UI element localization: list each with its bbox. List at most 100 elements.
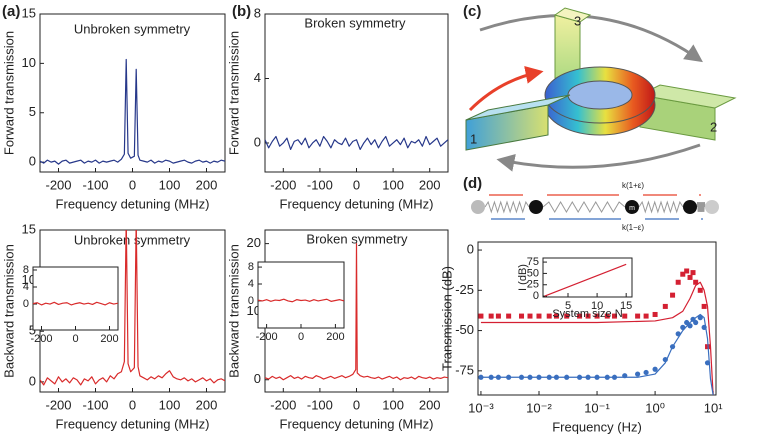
chart: -200 0 200 0 4 8 [248, 261, 345, 343]
x-tick-label: -100 [307, 397, 333, 412]
chart: -200 0 200 0 4 8 [23, 264, 119, 345]
x-tick-label: 200 [419, 177, 441, 192]
port [465, 94, 571, 121]
mass [471, 200, 485, 214]
marker [527, 313, 533, 319]
y-tick-label: 0 [254, 371, 261, 386]
plot-area [40, 58, 225, 165]
y-axis-label: Forward transmission [226, 31, 241, 155]
spring [484, 200, 530, 214]
x-axis-label: Frequency detuning (MHz) [280, 196, 434, 211]
series-line [265, 243, 448, 381]
y-tick-label: 0 [29, 373, 36, 388]
marker [697, 287, 703, 293]
x-tick-label: -200 [270, 177, 296, 192]
plot-area [478, 268, 714, 395]
y-tick-label: 0 [23, 298, 29, 310]
series-line [40, 58, 225, 165]
marker [684, 268, 690, 274]
mass [705, 200, 719, 214]
marker [478, 374, 484, 380]
marker [564, 313, 570, 319]
plot-frame [257, 261, 345, 329]
mass-label: m [629, 205, 635, 212]
x-tick-label: 0 [129, 177, 136, 192]
y-tick-label: 8 [23, 264, 29, 276]
y-tick-label: -50 [455, 322, 474, 337]
series-line [33, 301, 118, 306]
input-arrow [468, 66, 544, 112]
y-tick-label: 0 [533, 290, 539, 302]
x-tick-label: 100 [382, 177, 404, 192]
y-axis-label: Backward transmission [1, 244, 16, 378]
marker [643, 369, 649, 376]
x-axis-label: System size N [552, 308, 622, 320]
y-tick-label: 4 [23, 281, 29, 293]
y-axis-label: Forward transmission [1, 31, 16, 155]
resonator-diagram: 1 2 3 [465, 7, 737, 172]
marker [635, 371, 641, 377]
x-tick-label: -200 [45, 397, 71, 412]
x-tick-label: 5 [565, 300, 571, 312]
y-axis-label: Transmission (dB) [439, 266, 454, 371]
panel-label: (c) [463, 3, 481, 20]
y-tick-label: 15 [22, 5, 36, 20]
x-tick-label: 100 [159, 397, 181, 412]
x-tick-label: 0 [129, 397, 136, 412]
y-tick-label: 0 [254, 134, 261, 149]
series-line [258, 298, 344, 303]
plot-area [258, 298, 344, 303]
y-tick-label: 8 [248, 261, 254, 273]
port-label: 2 [710, 119, 717, 134]
x-tick-label: 10⁻² [526, 400, 552, 415]
plot-area [40, 230, 225, 386]
marker [652, 366, 658, 372]
y-tick-label: 5 [29, 323, 36, 338]
y-tick-label: 15 [22, 221, 36, 236]
marker [519, 313, 525, 319]
mass [625, 200, 639, 214]
y-axis-label: Backward transmission [226, 244, 241, 378]
marker [684, 319, 690, 326]
spring [696, 201, 706, 213]
port [553, 7, 592, 23]
x-tick-label: 200 [100, 333, 118, 345]
y-tick-label: 4 [254, 70, 261, 85]
x-axis-label: Frequency detuning (MHz) [56, 196, 210, 211]
flow-arrow [496, 143, 701, 172]
series-line [480, 313, 714, 395]
marker [585, 313, 591, 319]
marker [680, 271, 686, 277]
y-tick-label: 25 [527, 279, 539, 291]
x-tick-label: -200 [270, 397, 296, 412]
y-tick-label: 0 [248, 295, 254, 307]
port-label: 1 [470, 131, 477, 146]
y-tick-label: 4 [248, 278, 254, 290]
x-tick-label: 0 [72, 333, 78, 345]
plot-frame [39, 13, 226, 173]
y-tick-label: -75 [455, 362, 474, 377]
series-line [480, 281, 714, 395]
marker [675, 279, 681, 285]
x-tick-label: -100 [82, 177, 108, 192]
y-tick-label: 20 [247, 235, 261, 250]
marker [546, 313, 552, 319]
y-tick-label: -25 [455, 282, 474, 297]
plot-area [265, 243, 448, 381]
marker [612, 313, 618, 319]
x-tick-label: -100 [307, 177, 333, 192]
y-tick-label: 8 [254, 5, 261, 20]
y-tick-label: 10 [247, 303, 261, 318]
series-line [544, 263, 627, 297]
y-tick-label: 50 [527, 267, 539, 279]
chart-title: Broken symmetry [304, 15, 406, 30]
y-tick-label: 75 [527, 256, 539, 268]
flow-arrow [479, 13, 703, 63]
plot-area [544, 263, 627, 297]
chain-diagram: k(1+ε) k(1−ε) m [471, 181, 719, 232]
marker [604, 313, 610, 319]
spring [638, 200, 684, 214]
ring-hole [567, 80, 633, 110]
